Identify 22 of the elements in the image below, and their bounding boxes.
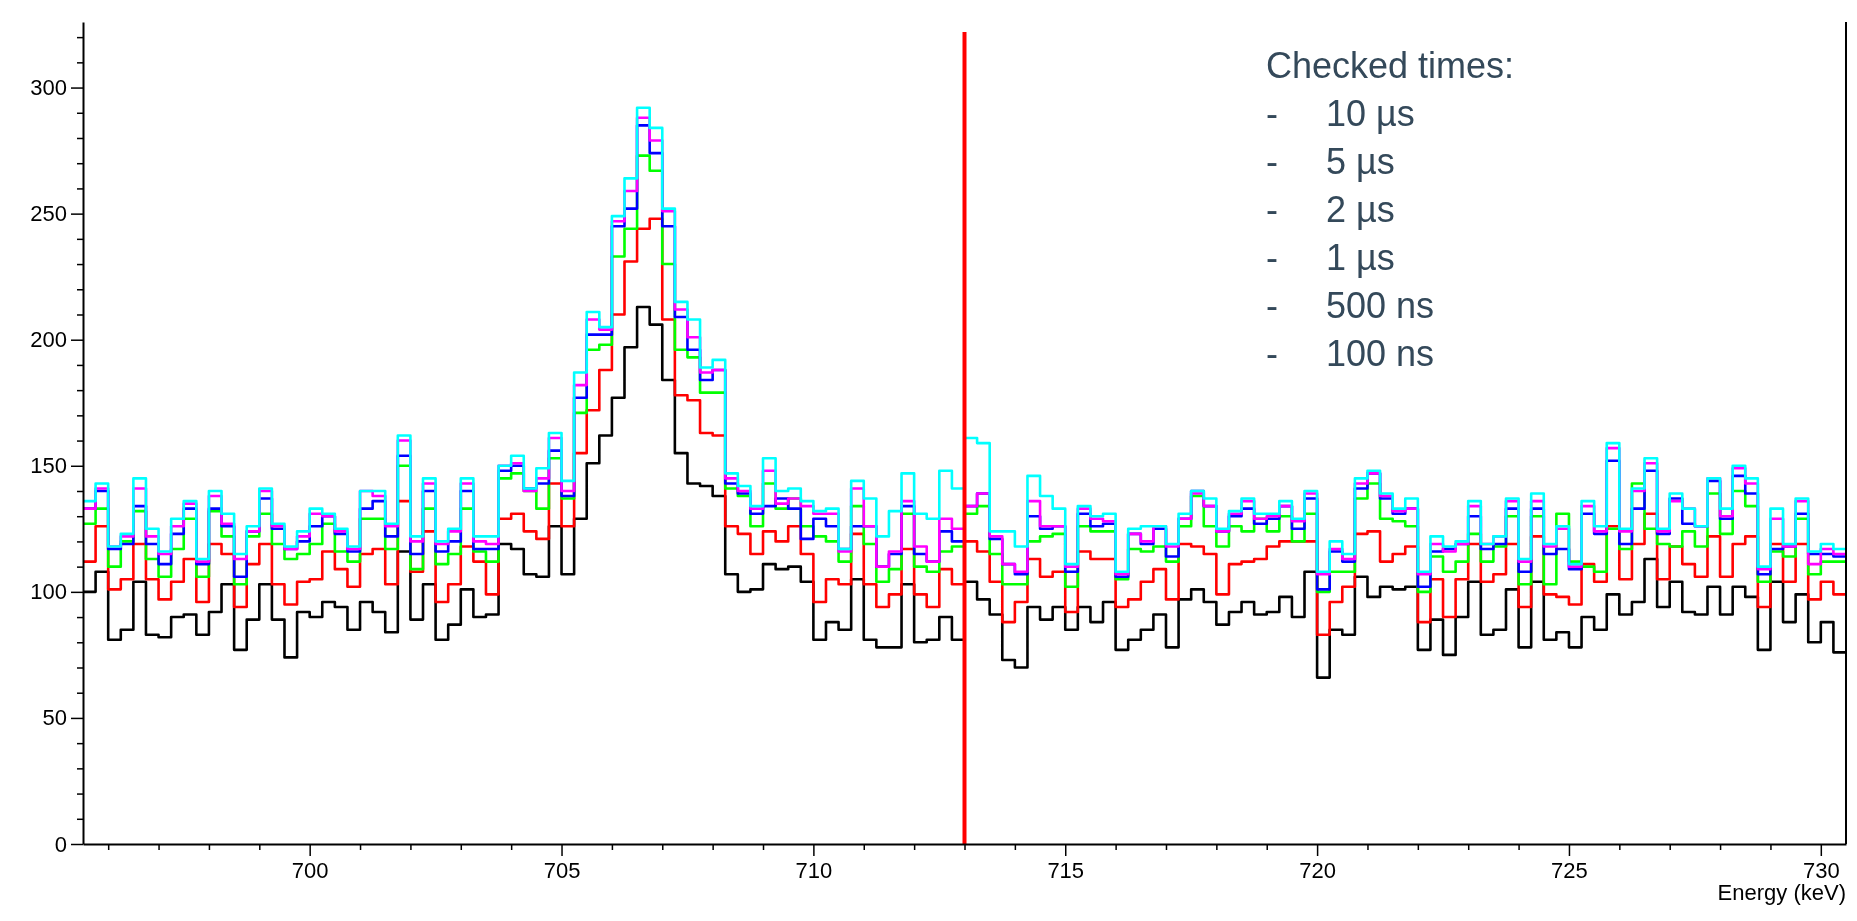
y-tick-label: 150 [30,453,67,479]
text: - 1 µs [1266,237,1395,278]
text: - 2 µs [1266,189,1395,230]
text: - 500 ns [1266,285,1435,326]
annotation: Checked times: [1266,45,1515,86]
text: - 10 µs [1266,93,1415,134]
y-tick-label: 250 [30,201,67,227]
x-tick-label: 725 [1551,857,1588,883]
y-tick-label: 200 [30,327,67,353]
x-tick-label: 705 [543,857,581,883]
text: - 100 ns [1266,333,1435,374]
x-tick-label: 700 [291,857,329,883]
x-axis-title: Energy (keV) [1717,880,1846,905]
x-tick-label: 715 [1047,857,1085,883]
y-tick-label: 50 [42,705,67,731]
y-tick-label: 300 [30,75,67,101]
x-tick-label: 730 [1802,857,1840,883]
y-tick-label: 100 [30,579,67,605]
x-tick-label: 720 [1299,857,1336,883]
text: - 5 µs [1266,141,1395,182]
x-tick-label: 710 [795,857,833,883]
y-tick-label: 0 [54,831,67,857]
